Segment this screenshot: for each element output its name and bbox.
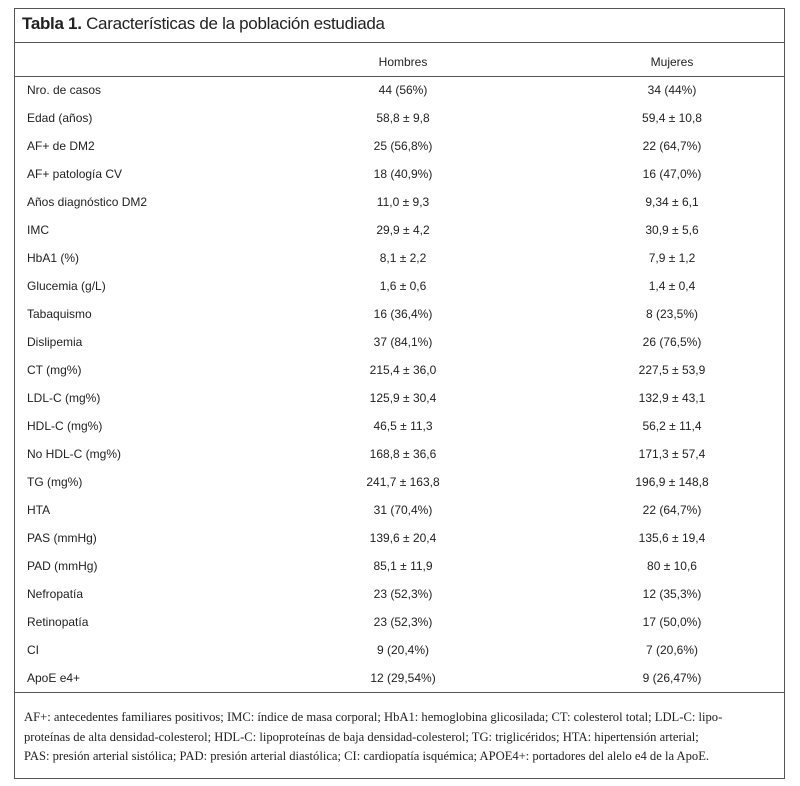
cell-value: 125,9 ± 30,4 xyxy=(369,391,437,405)
cell-value: 7 (20,6%) xyxy=(645,643,699,657)
row-label: Nro. de casos xyxy=(27,83,102,97)
cell-value: 23 (52,3%) xyxy=(373,615,433,629)
row-label: IMC xyxy=(27,223,49,237)
row-label: Nefropatía xyxy=(27,587,84,601)
cell-value: 135,6 ± 19,4 xyxy=(638,531,706,545)
row-label: TG (mg%) xyxy=(27,475,83,489)
row-label: CT (mg%) xyxy=(27,363,82,377)
row-label: AF+ patología CV xyxy=(27,167,123,181)
footnote: AF+: antecedentes familiares positivos; … xyxy=(24,708,722,767)
rule xyxy=(14,76,785,77)
cell-value: 22 (64,7%) xyxy=(642,503,702,517)
cell-value: 1,4 ± 0,4 xyxy=(648,279,696,293)
column-header: Mujeres xyxy=(650,55,694,69)
row-label: CI xyxy=(27,643,39,657)
cell-value: 37 (84,1%) xyxy=(373,335,433,349)
cell-value: 34 (44%) xyxy=(647,83,697,97)
row-label: LDL-C (mg%) xyxy=(27,391,101,405)
table-title: Tabla 1. Características de la población… xyxy=(22,14,385,34)
cell-value: 241,7 ± 163,8 xyxy=(366,475,440,489)
cell-value: 23 (52,3%) xyxy=(373,587,433,601)
cell-value: 8,1 ± 2,2 xyxy=(379,251,427,265)
cell-value: 18 (40,9%) xyxy=(373,167,433,181)
cell-value: 9 (20,4%) xyxy=(376,643,430,657)
footnote-line: PAS: presión arterial sistólica; PAD: pr… xyxy=(24,749,710,763)
row-label: No HDL-C (mg%) xyxy=(27,447,122,461)
row-label: Retinopatía xyxy=(27,615,89,629)
cell-value: 9,34 ± 6,1 xyxy=(645,195,699,209)
cell-value: 30,9 ± 5,6 xyxy=(645,223,699,237)
row-label: Dislipemia xyxy=(27,335,83,349)
footnote-line: AF+: antecedentes familiares positivos; … xyxy=(24,710,723,724)
frame xyxy=(14,8,785,779)
row-label: HDL-C (mg%) xyxy=(27,419,103,433)
cell-value: 139,6 ± 20,4 xyxy=(369,531,437,545)
row-label: Glucemia (g/L) xyxy=(27,279,106,293)
cell-value: 59,4 ± 10,8 xyxy=(642,111,702,125)
cell-value: 31 (70,4%) xyxy=(373,503,433,517)
cell-value: 85,1 ± 11,9 xyxy=(373,559,433,573)
cell-value: 168,8 ± 36,6 xyxy=(369,447,437,461)
row-label: ApoE e4+ xyxy=(27,671,81,685)
row-label: Años diagnóstico DM2 xyxy=(27,195,148,209)
row-label: Edad (años) xyxy=(27,111,93,125)
cell-value: 9 (26,47%) xyxy=(642,671,702,685)
cell-value: 171,3 ± 57,4 xyxy=(638,447,706,461)
cell-value: 16 (47,0%) xyxy=(642,167,702,181)
footnote-line: proteínas de alta densidad-colesterol; H… xyxy=(24,729,699,744)
cell-value: 29,9 ± 4,2 xyxy=(376,223,430,237)
cell-value: 58,8 ± 9,8 xyxy=(376,111,430,125)
cell-value: 56,2 ± 11,4 xyxy=(642,419,702,433)
cell-value: 11,0 ± 9,3 xyxy=(376,195,430,209)
cell-value: 44 (56%) xyxy=(378,83,428,97)
rule xyxy=(14,692,785,693)
cell-value: 1,6 ± 0,6 xyxy=(379,279,427,293)
title-text: Características de la población estudiad… xyxy=(86,14,385,33)
row-label: HbA1 (%) xyxy=(27,251,80,265)
cell-value: 22 (64,7%) xyxy=(642,139,702,153)
cell-value: 46,5 ± 11,3 xyxy=(373,419,433,433)
row-label: PAD (mmHg) xyxy=(27,559,98,573)
row-label: AF+ de DM2 xyxy=(27,139,95,153)
row-label: HTA xyxy=(27,503,51,517)
cell-value: 196,9 ± 148,8 xyxy=(635,475,709,489)
cell-value: 17 (50,0%) xyxy=(642,615,702,629)
cell-value: 215,4 ± 36,0 xyxy=(369,363,437,377)
cell-value: 7,9 ± 1,2 xyxy=(648,251,696,265)
cell-value: 12 (29,54%) xyxy=(370,671,436,685)
column-header: Hombres xyxy=(378,55,428,69)
cell-value: 12 (35,3%) xyxy=(642,587,702,601)
cell-value: 8 (23,5%) xyxy=(645,307,699,321)
row-label: PAS (mmHg) xyxy=(27,531,97,545)
cell-value: 16 (36,4%) xyxy=(373,307,433,321)
row-label: Tabaquismo xyxy=(27,307,92,321)
cell-value: 26 (76,5%) xyxy=(642,335,702,349)
rule xyxy=(14,42,785,43)
cell-value: 227,5 ± 53,9 xyxy=(638,363,706,377)
cell-value: 80 ± 10,6 xyxy=(647,559,697,573)
cell-value: 25 (56,8%) xyxy=(373,139,433,153)
table-label: Tabla 1. xyxy=(22,14,82,33)
cell-value: 132,9 ± 43,1 xyxy=(638,391,706,405)
